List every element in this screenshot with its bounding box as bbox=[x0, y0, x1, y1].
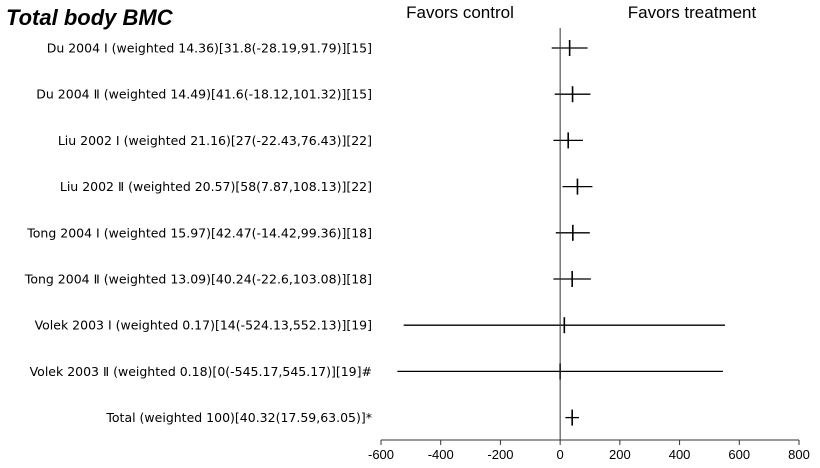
forest-row: Volek 2003 Ⅰ (weighted 0.17)[14(-524.13,… bbox=[35, 317, 725, 334]
forest-row: Tong 2004 Ⅰ (weighted 15.97)[42.47(-14.4… bbox=[26, 224, 590, 241]
forest-row: Du 2004 Ⅰ (weighted 14.36)[31.8(-28.19,9… bbox=[47, 40, 588, 56]
x-tick-label: 0 bbox=[557, 447, 564, 462]
row-label: Tong 2004 Ⅱ (weighted 13.09)[40.24(-22.6… bbox=[24, 272, 372, 287]
row-label: Du 2004 Ⅰ (weighted 14.36)[31.8(-28.19,9… bbox=[47, 41, 372, 56]
x-tick-label: 600 bbox=[728, 447, 750, 462]
row-label: Du 2004 Ⅱ (weighted 14.49)[41.6(-18.12,1… bbox=[36, 87, 372, 102]
forest-row: Du 2004 Ⅱ (weighted 14.49)[41.6(-18.12,1… bbox=[36, 86, 591, 103]
favors-control-header: Favors control bbox=[406, 3, 514, 22]
forest-row: Volek 2003 Ⅱ (weighted 0.18)[0(-545.17,5… bbox=[30, 363, 723, 380]
chart-title: Total body BMC bbox=[6, 5, 174, 30]
row-label: Volek 2003 Ⅱ (weighted 0.18)[0(-545.17,5… bbox=[30, 364, 372, 379]
x-tick-label: -200 bbox=[487, 447, 513, 462]
forest-row: Tong 2004 Ⅱ (weighted 13.09)[40.24(-22.6… bbox=[24, 271, 591, 287]
x-tick-label: -600 bbox=[368, 447, 394, 462]
x-tick-label: 200 bbox=[609, 447, 631, 462]
favors-treatment-header: Favors treatment bbox=[628, 3, 757, 22]
row-label: Liu 2002 Ⅱ (weighted 20.57)[58(7.87,108.… bbox=[60, 179, 372, 194]
forest-row: Liu 2002 Ⅱ (weighted 20.57)[58(7.87,108.… bbox=[60, 178, 593, 195]
row-label: Total (weighted 100)[40.32(17.59,63.05)]… bbox=[105, 410, 372, 425]
forest-row: Total (weighted 100)[40.32(17.59,63.05)]… bbox=[105, 409, 579, 426]
x-axis-ticks: -600 -400 -200 0 200 400 600 800 bbox=[368, 440, 810, 462]
row-label: Tong 2004 Ⅰ (weighted 15.97)[42.47(-14.4… bbox=[26, 225, 372, 240]
forest-row: Liu 2002 Ⅰ (weighted 21.16)[27(-22.43,76… bbox=[58, 132, 583, 149]
forest-rows: Du 2004 Ⅰ (weighted 14.36)[31.8(-28.19,9… bbox=[24, 40, 725, 426]
x-tick-label: 400 bbox=[669, 447, 691, 462]
x-tick-label: 800 bbox=[788, 447, 810, 462]
x-tick-label: -400 bbox=[428, 447, 454, 462]
row-label: Liu 2002 Ⅰ (weighted 21.16)[27(-22.43,76… bbox=[58, 133, 372, 148]
row-label: Volek 2003 Ⅰ (weighted 0.17)[14(-524.13,… bbox=[35, 318, 372, 333]
